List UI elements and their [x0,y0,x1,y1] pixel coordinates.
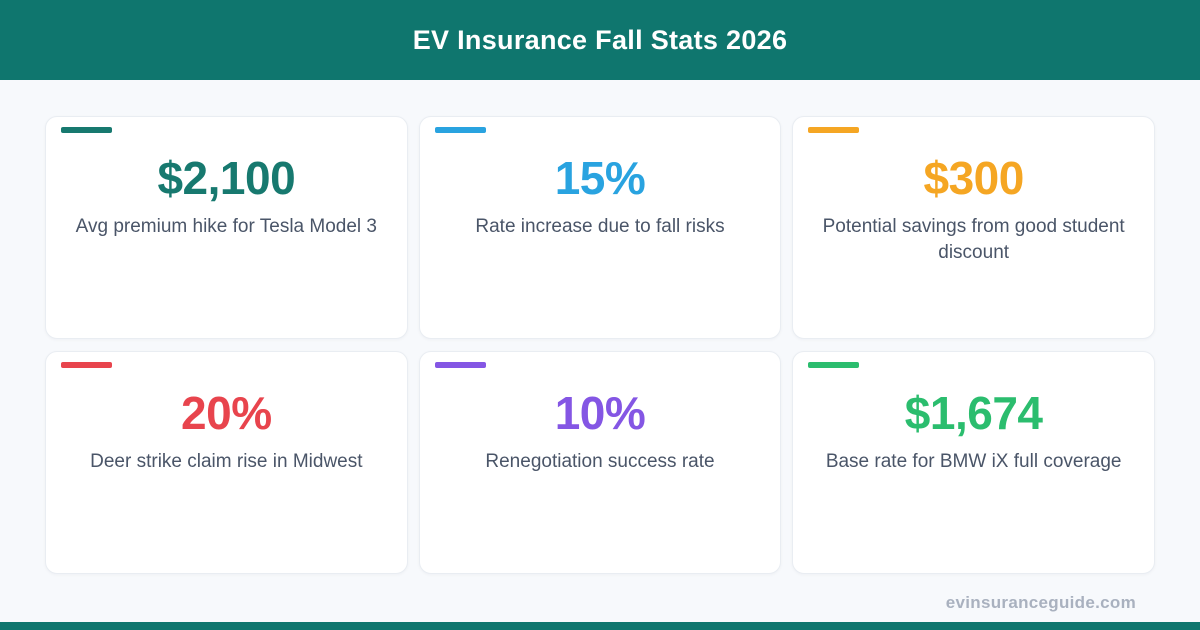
card-accent-bar [61,127,112,133]
stat-value: $300 [923,152,1024,204]
stat-card: $2,100 Avg premium hike for Tesla Model … [45,116,408,339]
stat-value: 15% [554,152,646,204]
stats-grid: $2,100 Avg premium hike for Tesla Model … [45,116,1155,574]
stat-label: Renegotiation success rate [485,450,715,472]
stat-label: Avg premium hike for Tesla Model 3 [75,215,377,237]
card-accent-bar [808,127,860,133]
bottom-accent-bar [0,622,1200,630]
card-accent-bar [434,362,486,368]
stat-label: Rate increase due to fall risks [475,215,725,237]
stat-label: Potential savings from good student disc… [822,215,1125,264]
stat-value: $1,674 [904,387,1043,439]
card-accent-bar [61,362,112,368]
stat-label: Base rate for BMW iX full coverage [825,450,1122,472]
header-banner: EV Insurance Fall Stats 2026 [0,0,1200,80]
stat-value: 20% [181,387,272,439]
stat-value: 10% [554,387,646,439]
card-accent-bar [808,362,860,368]
stat-value: $2,100 [157,152,296,204]
stat-card: 10% Renegotiation success rate [418,351,782,574]
stat-card: $300 Potential savings from good student… [792,116,1155,339]
stat-card: $1,674 Base rate for BMW iX full coverag… [792,351,1155,574]
stat-card: 20% Deer strike claim rise in Midwest [45,351,408,574]
watermark-url: evinsuranceguide.com [945,593,1136,612]
card-accent-bar [434,127,486,133]
stat-label: Deer strike claim rise in Midwest [90,450,363,472]
stat-card: 15% Rate increase due to fall risks [418,116,782,339]
page-title: EV Insurance Fall Stats 2026 [412,24,788,55]
